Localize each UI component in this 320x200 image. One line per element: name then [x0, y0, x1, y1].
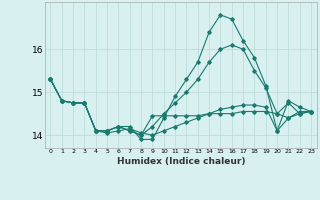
- X-axis label: Humidex (Indice chaleur): Humidex (Indice chaleur): [116, 157, 245, 166]
